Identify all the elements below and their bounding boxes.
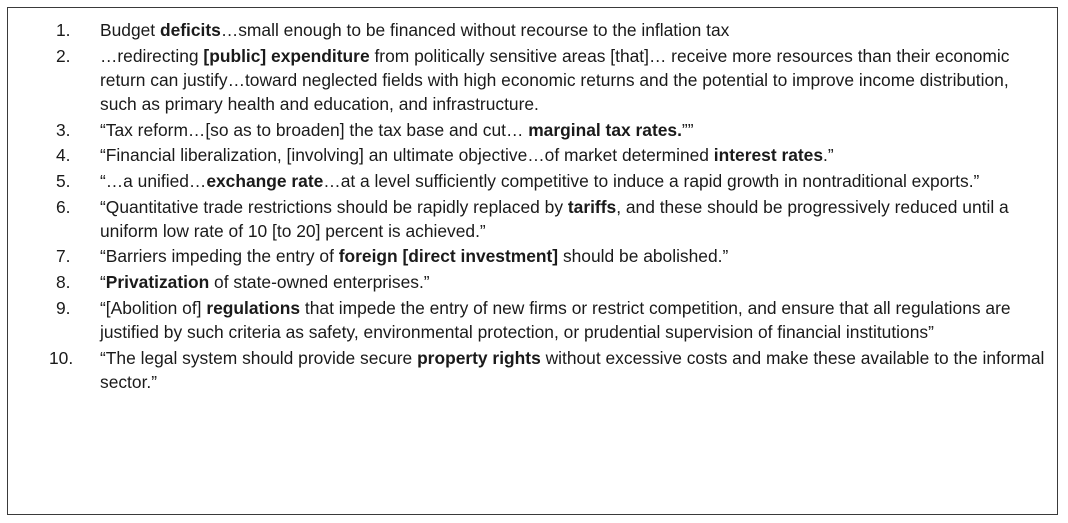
item-text: “Barriers impeding the entry of foreign … xyxy=(100,246,729,267)
key-term: Privatization xyxy=(105,272,210,293)
list-item: 2. …redirecting [public] expenditure from… xyxy=(8,44,1057,116)
key-term: regulations xyxy=(206,297,301,318)
item-text: Budget deficits…small enough to be finan… xyxy=(100,20,730,40)
item-text: “Financial liberalization, [involving] a… xyxy=(100,145,834,166)
item-text: “Tax reform…[so as to broaden] the tax b… xyxy=(100,119,694,140)
item-text: “Privatization of state-owned enterprise… xyxy=(100,272,430,293)
policy-list: 1. Budget deficits…small enough to be fin… xyxy=(8,18,1057,395)
list-item: 9. “[Abolition of] regulations that imped… xyxy=(8,296,1057,344)
item-number: 4. xyxy=(56,145,71,166)
item-number: 6. xyxy=(56,196,71,217)
key-term: foreign [direct investment] xyxy=(338,246,559,267)
list-item: 7. “Barriers impeding the entry of foreig… xyxy=(8,244,1057,268)
item-number: 1. xyxy=(56,20,71,40)
key-term: interest rates xyxy=(713,145,824,166)
key-term: deficits xyxy=(159,20,221,40)
list-item: 10. “The legal system should provide secu… xyxy=(8,346,1057,394)
item-number: 5. xyxy=(56,170,71,191)
list-item: 8. “Privatization of state-owned enterpri… xyxy=(8,270,1057,294)
list-item: 6. “Quantitative trade restrictions shoul… xyxy=(8,195,1057,243)
key-term: [public] expenditure xyxy=(203,45,370,66)
key-term: tariffs xyxy=(567,196,617,217)
document-frame: 1. Budget deficits…small enough to be fin… xyxy=(7,7,1058,515)
item-text: …redirecting [public] expenditure from p… xyxy=(100,45,1010,114)
list-item: 1. Budget deficits…small enough to be fin… xyxy=(8,18,1057,42)
item-text: “The legal system should provide secure … xyxy=(100,347,1045,392)
list-item: 4. “Financial liberalization, [involving]… xyxy=(8,143,1057,167)
item-number: 2. xyxy=(56,45,71,66)
item-number: 8. xyxy=(56,272,71,293)
key-term: exchange rate xyxy=(206,170,324,191)
list-item: 5. “…a unified…exchange rate…at a level s… xyxy=(8,169,1057,193)
list-item: 3. “Tax reform…[so as to broaden] the tax… xyxy=(8,118,1057,142)
item-text: “Quantitative trade restrictions should … xyxy=(100,196,1009,241)
key-term: marginal tax rates. xyxy=(528,119,682,140)
item-text: “[Abolition of] regulations that impede … xyxy=(100,297,1011,342)
item-number: 3. xyxy=(56,119,71,140)
key-term: property rights xyxy=(417,347,541,368)
item-number: 7. xyxy=(56,246,71,267)
item-number: 9. xyxy=(56,297,71,318)
item-text: “…a unified…exchange rate…at a level suf… xyxy=(100,170,980,191)
item-number: 10. xyxy=(49,347,74,368)
